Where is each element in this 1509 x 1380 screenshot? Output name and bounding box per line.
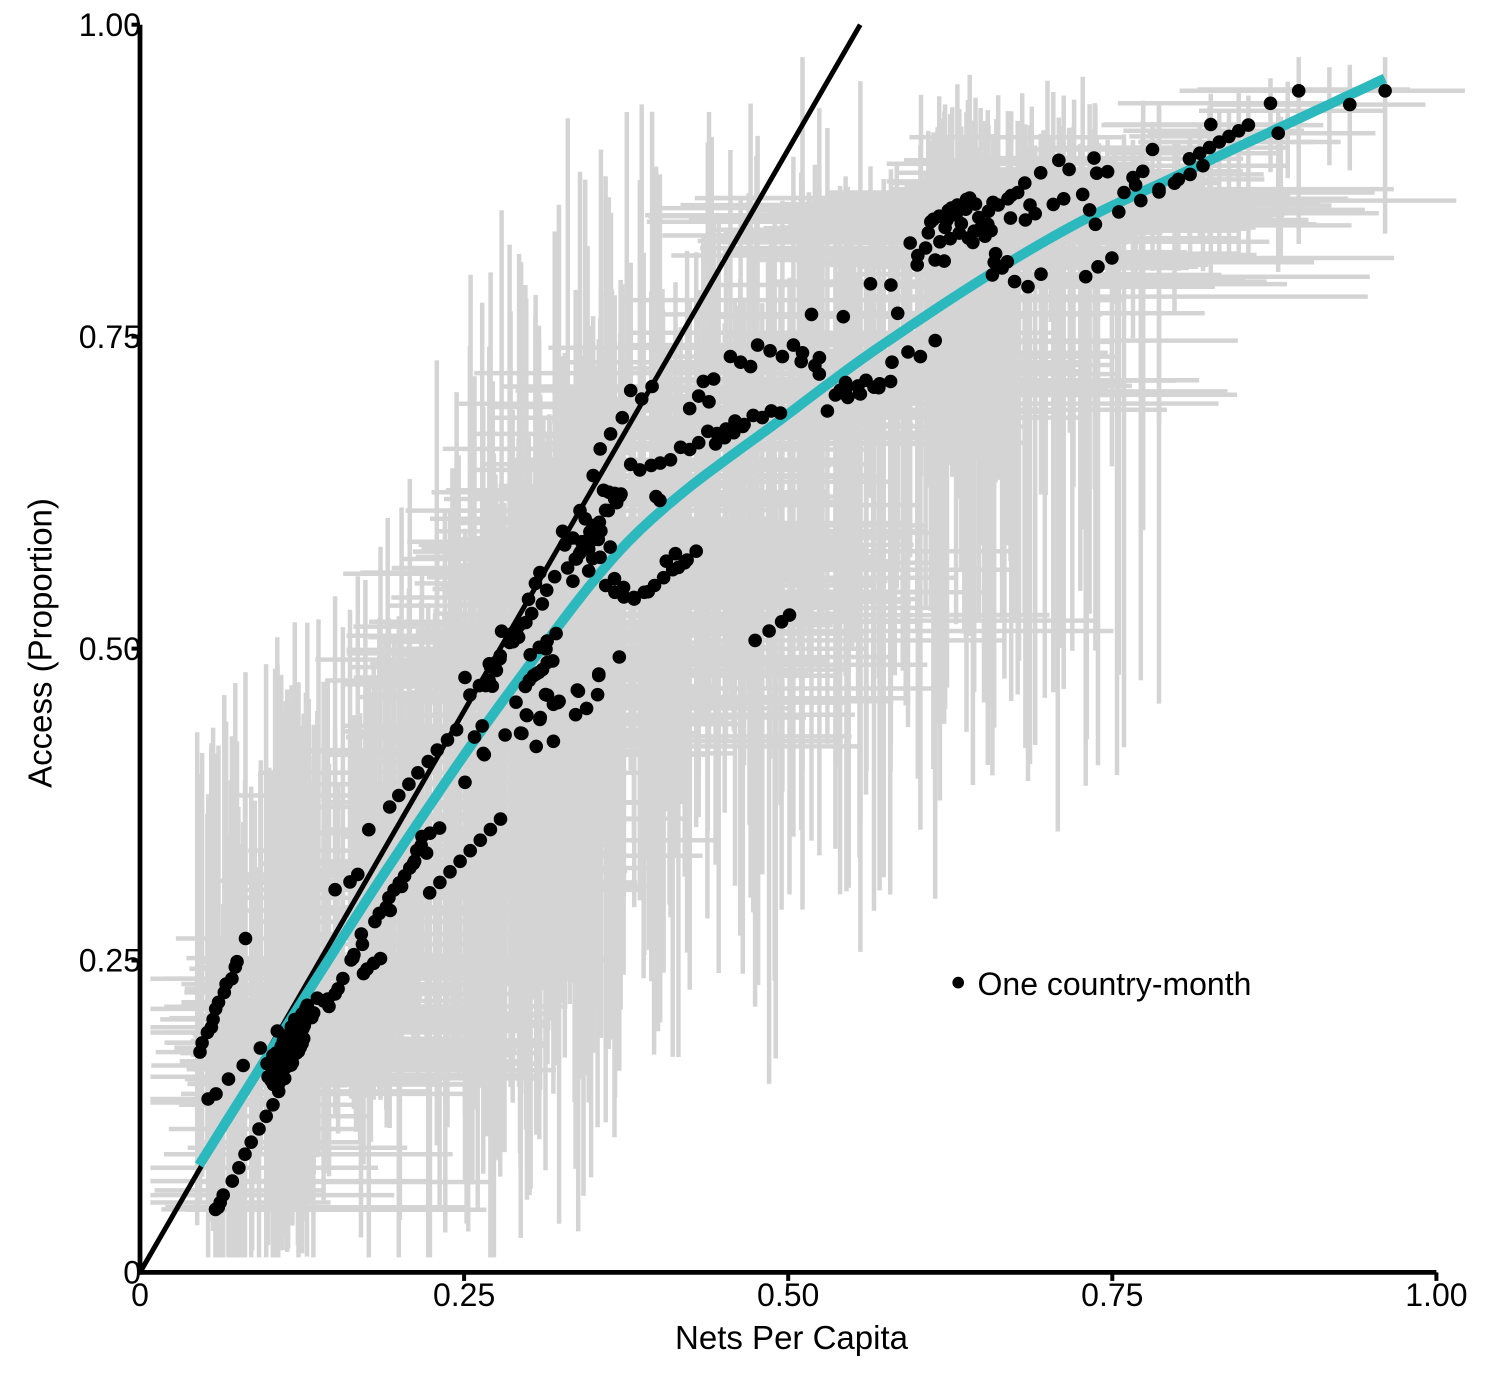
svg-text:0.75: 0.75: [1081, 1277, 1143, 1313]
svg-text:1.00: 1.00: [1405, 1277, 1467, 1313]
svg-text:0.25: 0.25: [433, 1277, 495, 1313]
svg-text:Nets Per Capita: Nets Per Capita: [675, 1319, 909, 1356]
svg-text:1.00: 1.00: [79, 7, 141, 43]
svg-text:0.50: 0.50: [757, 1277, 819, 1313]
svg-text:0: 0: [131, 1277, 149, 1313]
svg-text:0.50: 0.50: [79, 631, 141, 667]
svg-text:One country-month: One country-month: [978, 966, 1252, 1002]
svg-text:0: 0: [123, 1255, 141, 1291]
svg-text:0.75: 0.75: [79, 319, 141, 355]
svg-text:0.25: 0.25: [79, 943, 141, 979]
svg-text:Access (Proportion): Access (Proportion): [21, 498, 58, 788]
